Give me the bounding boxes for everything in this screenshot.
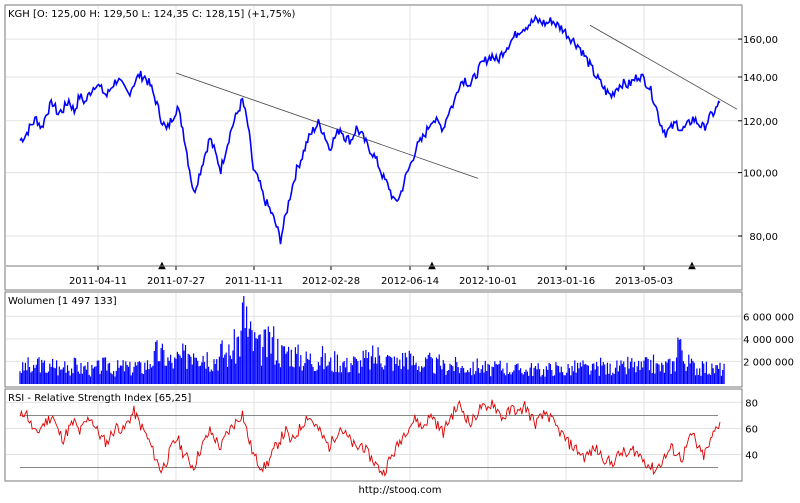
rsi-panel-title: RSI - Relative Strength Index [65,25] [8, 393, 191, 404]
volume-y-tick-label: 6 000 000 [743, 312, 794, 323]
volume-panel: 2 000 000 4 000 000 6 000 000 Wolumen [1 4… [4, 291, 794, 388]
volume-y-tick-label: 4 000 000 [743, 335, 794, 346]
x-tick-label: 2011-07-27 [147, 276, 205, 287]
x-tick-label: 2012-06-14 [381, 276, 439, 287]
x-tick-label: 2013-05-03 [615, 276, 673, 287]
y-tick-label: 160,00 [743, 35, 778, 46]
x-tick-label: 2011-11-11 [225, 276, 283, 287]
x-tick-label: 2013-01-16 [537, 276, 595, 287]
trendline [589, 24, 738, 110]
y-tick-label: 100,00 [743, 169, 778, 180]
price-series-line [19, 14, 721, 245]
rsi-y-tick-label: 80 [745, 398, 758, 409]
x-tick-label: 2012-10-01 [459, 276, 517, 287]
rsi-y-tick-label: 40 [745, 451, 758, 462]
y-tick-label: 80,00 [749, 232, 778, 243]
trendline [175, 72, 479, 179]
volume-panel-title: Wolumen [1 497 133] [8, 296, 117, 307]
rsi-panel: 40 60 80 RSI - Relative Strength Index [65… [4, 388, 758, 482]
volume-y-tick-label: 2 000 000 [743, 357, 794, 368]
x-tick-label: 2012-02-28 [302, 276, 360, 287]
rsi-y-tick-label: 60 [745, 424, 758, 435]
y-tick-label: 120,00 [743, 117, 778, 128]
price-panel-title: KGH [O: 125,00 H: 129,50 L: 124,35 C: 12… [8, 9, 295, 20]
source-url: http://stooq.com [358, 485, 442, 496]
rsi-series-line [19, 399, 721, 477]
price-panel-frame [4, 4, 743, 291]
rsi-panel-frame [4, 388, 743, 482]
y-tick-label: 140,00 [743, 73, 778, 84]
x-tick-label: 2011-04-11 [69, 276, 127, 287]
